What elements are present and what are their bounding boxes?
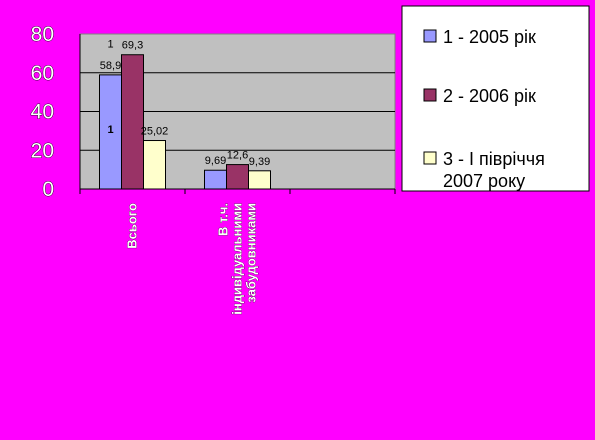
data-label: 9,39 (249, 156, 270, 168)
legend-swatch (423, 29, 437, 43)
category-label-line: В т.ч. (216, 203, 231, 236)
y-tick-label: 0 (42, 178, 54, 201)
legend-label: 2 - 2006 рік (443, 86, 536, 106)
legend-label: 1 - 2005 рік (443, 27, 536, 47)
extra-label: 1 (107, 124, 113, 136)
y-tick-label: 60 (31, 62, 54, 85)
category-label-line: індивідуальними (230, 203, 245, 315)
y-axis-ticks: 0 20 40 60 80 (30, 23, 54, 202)
legend-swatch (423, 88, 437, 102)
bar (226, 164, 249, 190)
bars (99, 54, 271, 190)
data-label: 69,3 (122, 40, 143, 52)
data-label: 12,6 (227, 150, 248, 162)
legend-swatch (423, 151, 437, 165)
category-label-line: забудовниками (244, 203, 259, 303)
bar (121, 54, 144, 190)
legend: 1 - 2005 рік 2 - 2006 рік 3 - I півріччя 20… (401, 5, 590, 192)
legend-label: 3 - I півріччя 2007 року (443, 149, 545, 191)
category-label: В т.ч. індивідуальними забудовниками (215, 203, 259, 315)
bar (204, 169, 227, 190)
y-tick-label: 20 (31, 139, 54, 162)
extra-label: 1 (107, 39, 113, 51)
y-tick-label: 80 (31, 23, 54, 46)
data-label: 9,69 (205, 155, 226, 167)
category-label-line: Всього (125, 203, 140, 249)
data-label: 58,9 (100, 60, 121, 72)
data-labels: 58,9 9,69 69,3 12,6 25,02 9,39 1 1 (100, 39, 270, 168)
category-label: Всього (124, 203, 140, 249)
data-label: 25,02 (141, 126, 169, 138)
bar (248, 170, 271, 190)
bar (143, 140, 166, 190)
y-tick-label: 40 (31, 101, 54, 124)
category-labels: Всього В т.ч. індивідуальними забудовниками (124, 203, 259, 315)
